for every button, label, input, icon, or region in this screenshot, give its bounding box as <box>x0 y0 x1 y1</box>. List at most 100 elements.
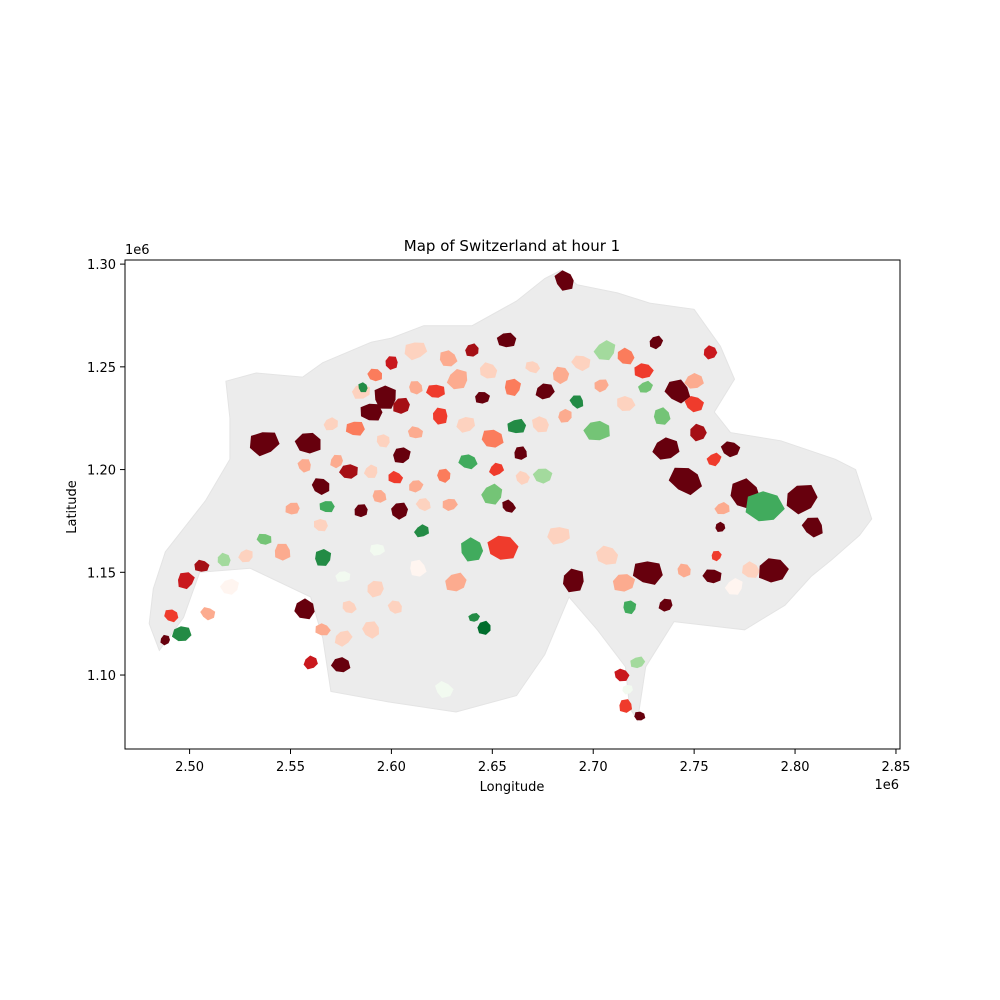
region <box>393 397 410 414</box>
region <box>711 550 722 562</box>
x-tick-label: 2.85 <box>881 760 910 775</box>
region <box>638 380 653 393</box>
region <box>622 684 633 695</box>
region <box>367 580 384 598</box>
region <box>330 454 343 469</box>
region <box>634 363 654 379</box>
region <box>404 342 428 361</box>
region <box>314 519 328 532</box>
region <box>323 417 338 431</box>
y-tick-label: 1.15 <box>87 566 116 581</box>
region <box>437 468 451 483</box>
region <box>339 464 358 479</box>
region <box>489 462 505 477</box>
region <box>554 270 574 291</box>
region <box>164 609 179 623</box>
region <box>703 345 718 360</box>
region <box>502 499 516 513</box>
region <box>724 578 743 595</box>
x-axis-label: Longitude <box>480 780 545 795</box>
region <box>393 447 411 464</box>
region <box>410 559 427 577</box>
y-tick-label: 1.25 <box>87 361 116 376</box>
chart-title: Map of Switzerland at hour 1 <box>404 237 620 255</box>
region <box>759 558 789 583</box>
region <box>385 356 398 370</box>
region <box>481 429 504 448</box>
region <box>342 600 357 614</box>
region <box>552 366 570 385</box>
region <box>294 432 321 454</box>
region <box>369 544 385 556</box>
y-axis-label: Latitude <box>65 480 80 534</box>
region <box>742 561 760 578</box>
region <box>593 340 616 361</box>
y-axis-ticks: 1.10 1.15 1.20 1.25 1.30 <box>87 258 125 684</box>
y-tick-label: 1.10 <box>87 669 116 684</box>
region <box>649 335 664 350</box>
region <box>532 416 549 433</box>
region <box>409 480 424 493</box>
region <box>311 478 330 495</box>
region <box>632 561 663 585</box>
region <box>435 681 454 698</box>
region <box>294 598 315 620</box>
region <box>376 434 390 448</box>
region <box>479 362 498 379</box>
region <box>475 392 490 404</box>
region <box>515 470 530 485</box>
x-tick-label: 2.80 <box>781 760 810 775</box>
x-tick-label: 2.70 <box>579 760 608 775</box>
region <box>514 446 527 460</box>
x-tick-label: 2.55 <box>276 760 305 775</box>
region <box>445 572 467 592</box>
region <box>171 626 192 642</box>
region <box>535 383 555 400</box>
region <box>439 350 458 367</box>
region <box>532 468 553 484</box>
region <box>461 537 484 562</box>
plot-frame <box>124 259 901 750</box>
region <box>363 464 378 478</box>
x-axis-offset-label: 1e6 <box>874 778 899 793</box>
region <box>619 699 632 713</box>
region <box>446 369 468 390</box>
region <box>330 657 351 673</box>
region <box>652 437 680 460</box>
region <box>720 441 741 458</box>
region <box>525 361 541 374</box>
region <box>217 552 231 567</box>
region <box>334 630 353 647</box>
region <box>465 343 479 357</box>
region <box>433 407 448 425</box>
region <box>487 535 519 560</box>
region <box>653 407 671 425</box>
region <box>415 498 431 512</box>
x-tick-label: 2.60 <box>377 760 406 775</box>
region <box>569 395 584 409</box>
region <box>658 598 673 612</box>
region <box>315 549 332 566</box>
region <box>481 483 503 505</box>
region <box>303 655 318 670</box>
region <box>456 417 475 433</box>
region <box>367 368 382 382</box>
region <box>571 355 591 372</box>
region <box>715 521 726 532</box>
region <box>477 620 491 635</box>
region <box>614 668 630 682</box>
region <box>194 559 210 572</box>
region <box>372 490 387 503</box>
region <box>547 527 570 545</box>
region <box>801 517 823 538</box>
region <box>496 332 517 348</box>
region <box>634 711 646 721</box>
region <box>745 491 785 522</box>
region-layer <box>160 270 823 721</box>
region <box>563 568 584 593</box>
y-tick-label: 1.30 <box>87 258 116 273</box>
region <box>684 373 704 389</box>
region <box>664 379 691 404</box>
region <box>297 459 311 473</box>
